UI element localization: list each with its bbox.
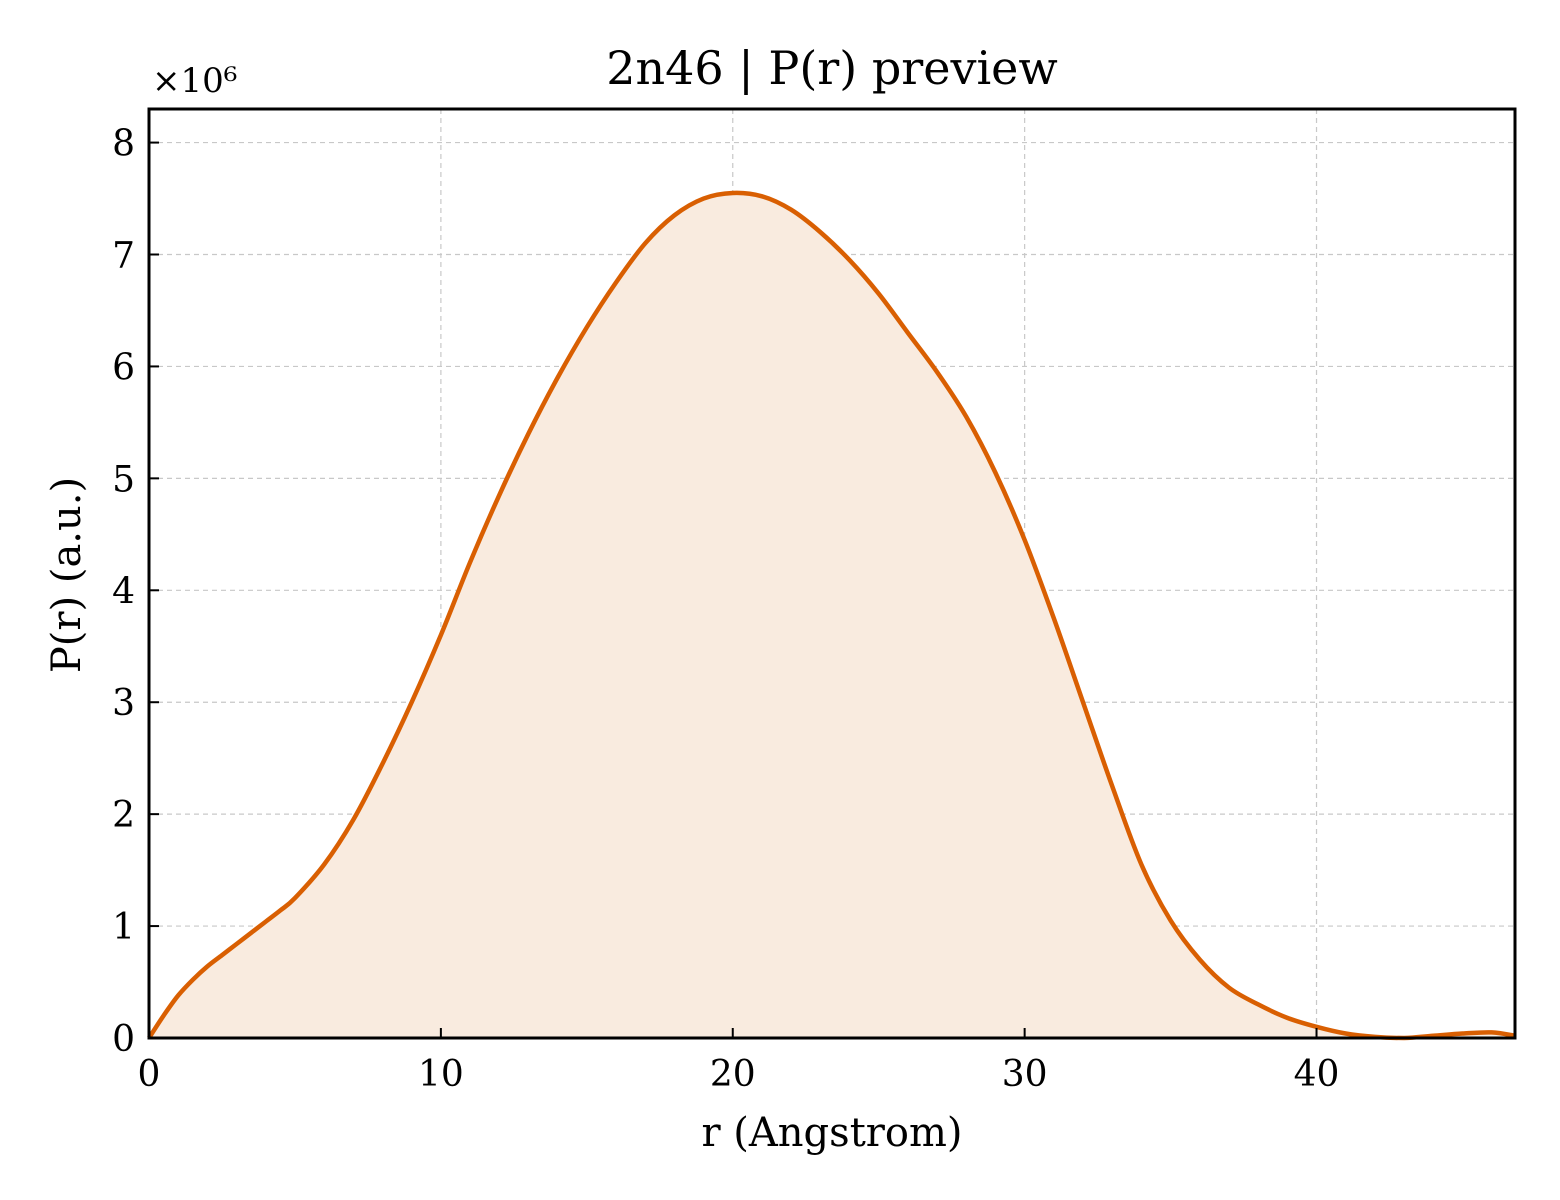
x-axis-label: r (Angstrom) (701, 1110, 962, 1156)
pr-area-fill (149, 192, 1515, 1038)
y-tick-label: 6 (112, 347, 135, 388)
y-axis-label: P(r) (a.u.) (44, 477, 90, 673)
y-tick-label: 3 (112, 683, 135, 724)
y-tick-label: 7 (112, 236, 135, 277)
x-tick-label: 30 (1002, 1054, 1048, 1095)
plot-frame (147, 107, 1517, 1040)
chart-title: 2n46 | P(r) preview (606, 41, 1058, 95)
y-tick-label: 1 (112, 907, 135, 948)
y-axis-ticks: 0 1 2 3 4 5 6 7 8 (112, 124, 159, 1060)
x-tick-label: 40 (1294, 1054, 1340, 1095)
x-tick-label: 20 (710, 1054, 756, 1095)
x-tick-label: 0 (138, 1054, 161, 1095)
y-tick-label: 4 (112, 571, 135, 612)
y-tick-label: 0 (112, 1019, 135, 1060)
y-tick-label: 8 (112, 124, 135, 165)
x-axis-ticks: 0 10 20 30 40 (138, 1028, 1340, 1095)
x-tick-label: 10 (418, 1054, 464, 1095)
y-tick-label: 5 (112, 459, 135, 500)
y-tick-label: 2 (112, 795, 135, 836)
y-offset-label: ×10⁶ (152, 61, 237, 101)
pr-series-line (147, 190, 1516, 1041)
